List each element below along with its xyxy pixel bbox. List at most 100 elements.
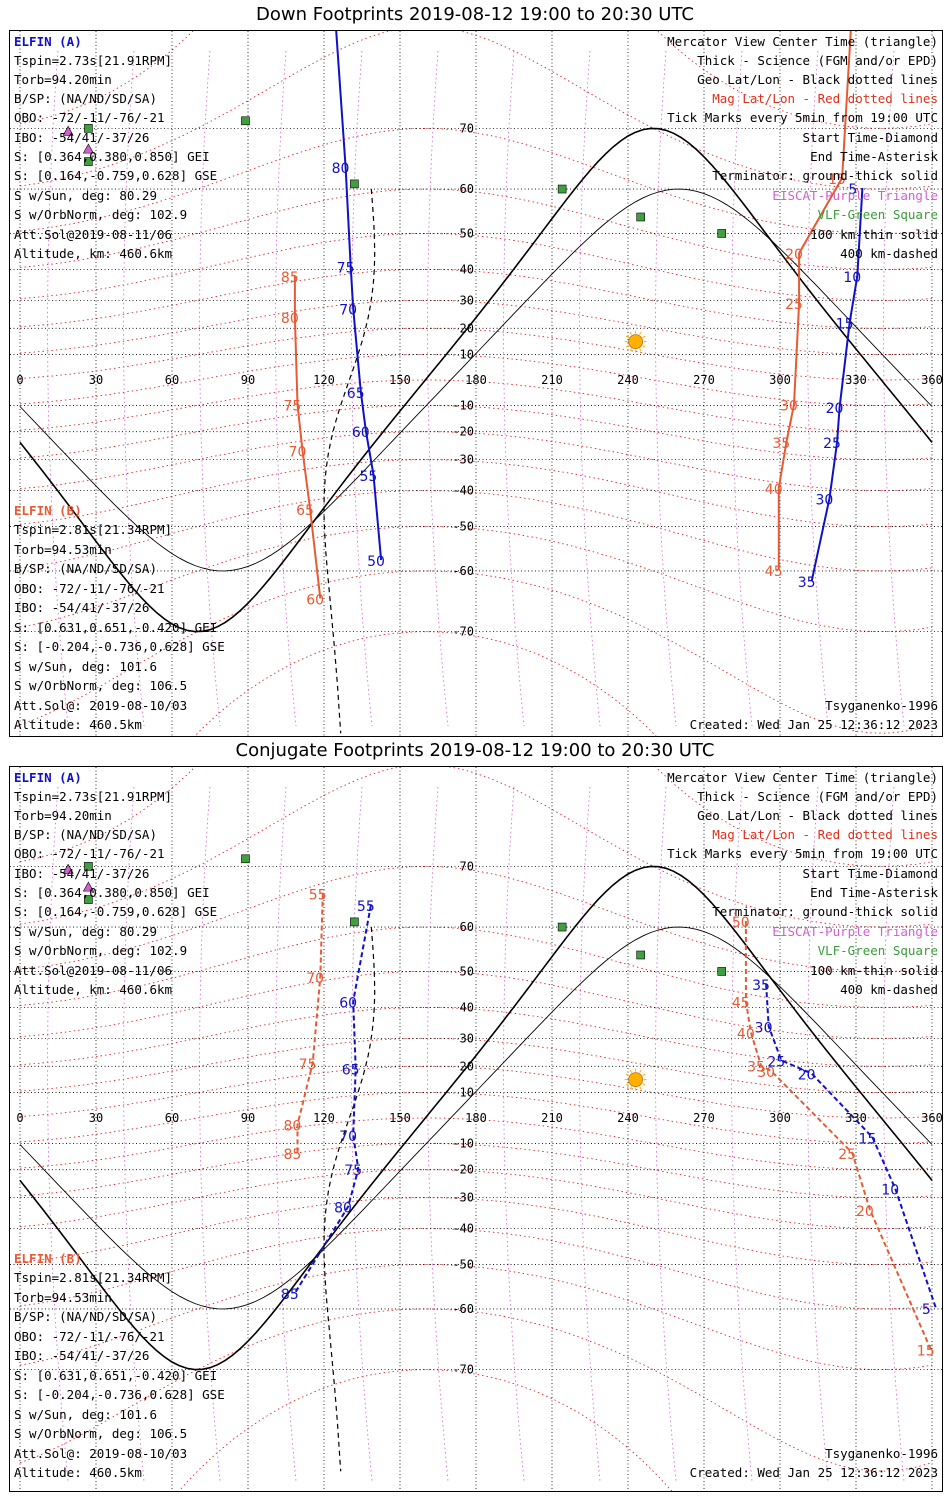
terminator-100km-line [19, 926, 933, 1310]
legend-10: 100 km-thin solid [810, 227, 938, 242]
terminator-100km-line [19, 188, 933, 572]
elfin-b-info-7: S w/Sun, deg: 101.6 [14, 659, 157, 674]
model-label: Tsyganenko-1996 [825, 698, 938, 713]
legend-8: EISCAT-Purple Triangle [772, 924, 938, 939]
legend-3: Mag Lat/Lon - Red dotted lines [712, 827, 938, 842]
track-time-label: 25 [838, 1147, 856, 1163]
track-time-label: 20 [856, 1204, 874, 1220]
sun-ray [629, 331, 633, 335]
elfin-b-info-1: Torb=94.53min [14, 1290, 112, 1305]
track-time-label: 55 [357, 899, 375, 915]
lon-tick-label: 360 [921, 373, 942, 387]
track-time-label: 30 [757, 1065, 775, 1081]
track-time-label: 15 [836, 316, 854, 332]
mag-lat-line [194, 631, 657, 736]
lat-tick-label: -20 [452, 1163, 474, 1177]
elfin-b-info-9: Att.Sol@: 2019-08-10/03 [14, 698, 188, 713]
lat-tick-label: -30 [452, 1191, 474, 1205]
lon-tick-label: 300 [769, 373, 791, 387]
track-time-label: 45 [732, 995, 750, 1011]
elfin-b-info-5: S: [0.631,0.651,-0.420] GEI [14, 1368, 218, 1383]
legend-8: EISCAT-Purple Triangle [772, 188, 938, 203]
elfin-b-info-0: Tspin=2.81s[21.34RPM] [14, 1270, 173, 1285]
lat-tick-label: -30 [452, 453, 474, 467]
mag-lon-line [351, 786, 373, 1482]
legend-5: Start Time-Diamond [802, 130, 938, 145]
lon-tick-label: 120 [313, 373, 335, 387]
lon-tick-label: 240 [617, 1111, 639, 1125]
elfin-b-info-8: S w/OrbNorm, deg: 106.5 [14, 1426, 188, 1441]
mag-lon-line [47, 50, 69, 727]
sun-icon [628, 334, 643, 349]
mag-lon-line [579, 50, 601, 727]
lat-tick-label: 30 [460, 1031, 474, 1045]
terminator-400km-line [323, 188, 376, 734]
mag-lon-line [579, 786, 601, 1482]
elfin-b-info-0: Tspin=2.81s[21.34RPM] [14, 522, 173, 537]
lon-tick-label: 180 [465, 1111, 487, 1125]
mag-lon-line [427, 50, 449, 727]
mag-lat-line [19, 1006, 933, 1067]
elfin-a-track [810, 187, 864, 582]
elfin-a-info-0: Tspin=2.73s[21.91RPM] [14, 789, 173, 804]
vlf-site-square [557, 922, 567, 932]
lon-tick-label: 30 [89, 1111, 103, 1125]
lon-tick-label: 330 [845, 373, 867, 387]
mag-lon-line [351, 50, 373, 727]
sun-ray [629, 1086, 633, 1090]
track-time-label: 40 [737, 1026, 755, 1042]
track-time-label: 65 [342, 1062, 360, 1078]
lat-tick-label: 30 [460, 293, 474, 307]
legend-10: 100 km-thin solid [810, 963, 938, 978]
track-time-label: 80 [281, 311, 299, 327]
elfin-b-info-3: OBO: -72/-11/-76/-21 [14, 581, 165, 596]
elfin-b-info-5: S: [0.631,0.651,-0.420] GEI [14, 620, 218, 635]
track-time-label: 25 [767, 1054, 785, 1070]
elfin-a-info-6: S: [0.164,-0.759,0.628] GSE [14, 168, 218, 183]
track-time-label: 85 [283, 1147, 301, 1163]
lon-tick-label: 210 [541, 1111, 563, 1125]
down-footprints-map: 70 60 50 40 30 20 10 -10 -20 -30 -40 -50 -60 -70 0 30 60… [10, 31, 942, 736]
lon-tick-label: 270 [693, 1111, 715, 1125]
track-time-label: 20 [785, 247, 803, 263]
mag-lat-line [19, 1117, 933, 1171]
legend-11: 400 km-dashed [840, 982, 938, 997]
vlf-site-square [717, 967, 727, 976]
legend-4: Tick Marks every 5min from 19:00 UTC [667, 110, 938, 125]
lon-tick-label: 180 [465, 373, 487, 387]
legend-7: Terminator: ground-thick solid [712, 168, 938, 183]
sun-ray [642, 345, 646, 348]
elfin-a-info-3: OBO: -72/-11/-76/-21 [14, 110, 165, 125]
legend-9: VLF-Green Square [817, 943, 938, 958]
track-time-label: 40 [765, 482, 783, 498]
elfin-b-info-3: OBO: -72/-11/-76/-21 [14, 1329, 165, 1344]
vlf-site-square [84, 862, 93, 871]
elfin-a-info-0: Tspin=2.73s[21.91RPM] [14, 53, 173, 68]
sun-ray [625, 335, 629, 339]
elfin-b-track [296, 893, 324, 1153]
mag-lat-line [19, 1228, 933, 1310]
lat-tick-label: -20 [452, 425, 474, 439]
legend-1: Thick - Science (FGM and/or EPD) [697, 53, 938, 68]
mag-lon-line [883, 786, 905, 1482]
model-label: Tsyganenko-1996 [825, 1446, 938, 1461]
track-time-label: 35 [772, 436, 790, 452]
eiscat-triangle [62, 863, 74, 874]
elfin-a-info-5: S: [0.364,0.380,0.850] GEI [14, 149, 210, 164]
elfin-a-track [765, 984, 937, 1309]
lat-tick-label: 60 [460, 182, 474, 196]
lon-tick-label: 150 [389, 1111, 411, 1125]
elfin-a-info-2: B/SP: (NA/ND/SD/SA) [14, 827, 157, 842]
mag-lon-line [47, 786, 69, 1482]
elfin-a-info-8: S w/OrbNorm, deg: 102.9 [14, 207, 188, 222]
lon-tick-label: 0 [16, 373, 23, 387]
lat-tick-label: 40 [460, 262, 474, 276]
legend-9: VLF-Green Square [817, 207, 938, 222]
sun-ray [629, 1069, 633, 1073]
mag-lat-line [19, 1169, 933, 1230]
elfin-b-track [744, 921, 932, 1350]
track-time-label: 80 [334, 1201, 352, 1217]
mag-lon-line [655, 786, 677, 1482]
track-time-label: 75 [337, 261, 355, 277]
